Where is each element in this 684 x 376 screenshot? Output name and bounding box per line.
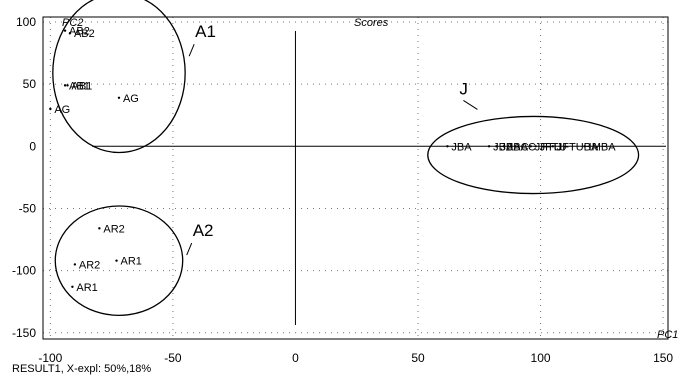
point-label: AB1	[69, 80, 90, 92]
group-label-pointer	[186, 242, 193, 256]
score-point	[117, 96, 121, 100]
score-point	[71, 285, 74, 288]
point-label: JBA	[451, 141, 472, 153]
point-label: JFTU	[535, 141, 562, 153]
score-point	[583, 145, 586, 148]
score-point	[487, 145, 491, 148]
score-point	[68, 31, 72, 35]
x-tick-label: 0	[292, 351, 299, 365]
x-tick-label: 100	[531, 351, 551, 365]
group-label: A1	[195, 22, 216, 41]
group-ellipse	[54, 205, 184, 317]
point-label: AR1	[121, 256, 142, 268]
y-tick-label: -50	[19, 201, 37, 215]
x-axis-label: PC1	[657, 329, 678, 341]
group-label-pointer	[188, 43, 195, 57]
x-tick-label: 50	[411, 351, 425, 365]
x-tick-label: -50	[164, 351, 182, 365]
score-point	[98, 227, 101, 230]
y-tick-label: 0	[29, 139, 36, 153]
point-label: AB2	[69, 26, 90, 38]
footer-text: RESULT1, X-expl: 50%,18%	[12, 363, 151, 375]
score-point	[73, 263, 77, 266]
score-point	[534, 145, 537, 148]
score-point	[66, 84, 69, 87]
point-label: AG	[123, 93, 139, 105]
score-point	[529, 145, 532, 148]
point-label: AG	[54, 104, 70, 116]
point-label: JBAC	[500, 141, 528, 153]
chart-title: Scores	[354, 17, 389, 29]
x-tick-label: -100	[38, 351, 62, 365]
x-tick-label: 150	[653, 351, 673, 365]
grid-lines	[43, 17, 668, 339]
score-point	[446, 145, 449, 148]
score-point	[49, 107, 52, 111]
score-point	[495, 145, 498, 148]
y-tick-label: 100	[16, 15, 36, 29]
group-ellipse	[427, 115, 640, 195]
y-tick-label: -100	[12, 264, 36, 278]
group-label-pointer	[463, 100, 478, 110]
x-tick-labels: -100 -50 0 50 100 150	[38, 351, 673, 365]
point-label: AB2	[74, 28, 95, 40]
point-label: AR2	[103, 223, 124, 235]
y-tick-label: 50	[23, 77, 37, 91]
score-point	[502, 145, 505, 148]
zero-axes	[92, 31, 666, 325]
point-label: AR2	[79, 259, 100, 271]
point-label: AR1	[76, 282, 97, 294]
score-point	[551, 145, 555, 148]
y-tick-labels: 100 50 0 -50 -100 -150	[12, 15, 36, 340]
plot-frame	[42, 16, 669, 340]
score-point	[63, 84, 67, 87]
score-points: AB2AB2AB1AB1AGAGAR2AR1AR2AR1JBAJBAJBACJB…	[49, 26, 616, 294]
point-label: IMBA	[589, 141, 617, 153]
y-axis-label: PC2	[62, 17, 83, 29]
score-point	[115, 259, 118, 262]
point-label: JFTUBA	[557, 141, 599, 153]
group-label: J	[459, 79, 468, 98]
group-ellipse	[52, 0, 186, 154]
y-tick-label: -150	[12, 326, 36, 340]
group-label: A2	[193, 221, 214, 240]
score-point	[63, 29, 67, 32]
group-ellipses: A1 A2 J	[52, 0, 640, 317]
point-label: JBAC	[508, 141, 536, 153]
point-label: AB1	[72, 80, 93, 92]
